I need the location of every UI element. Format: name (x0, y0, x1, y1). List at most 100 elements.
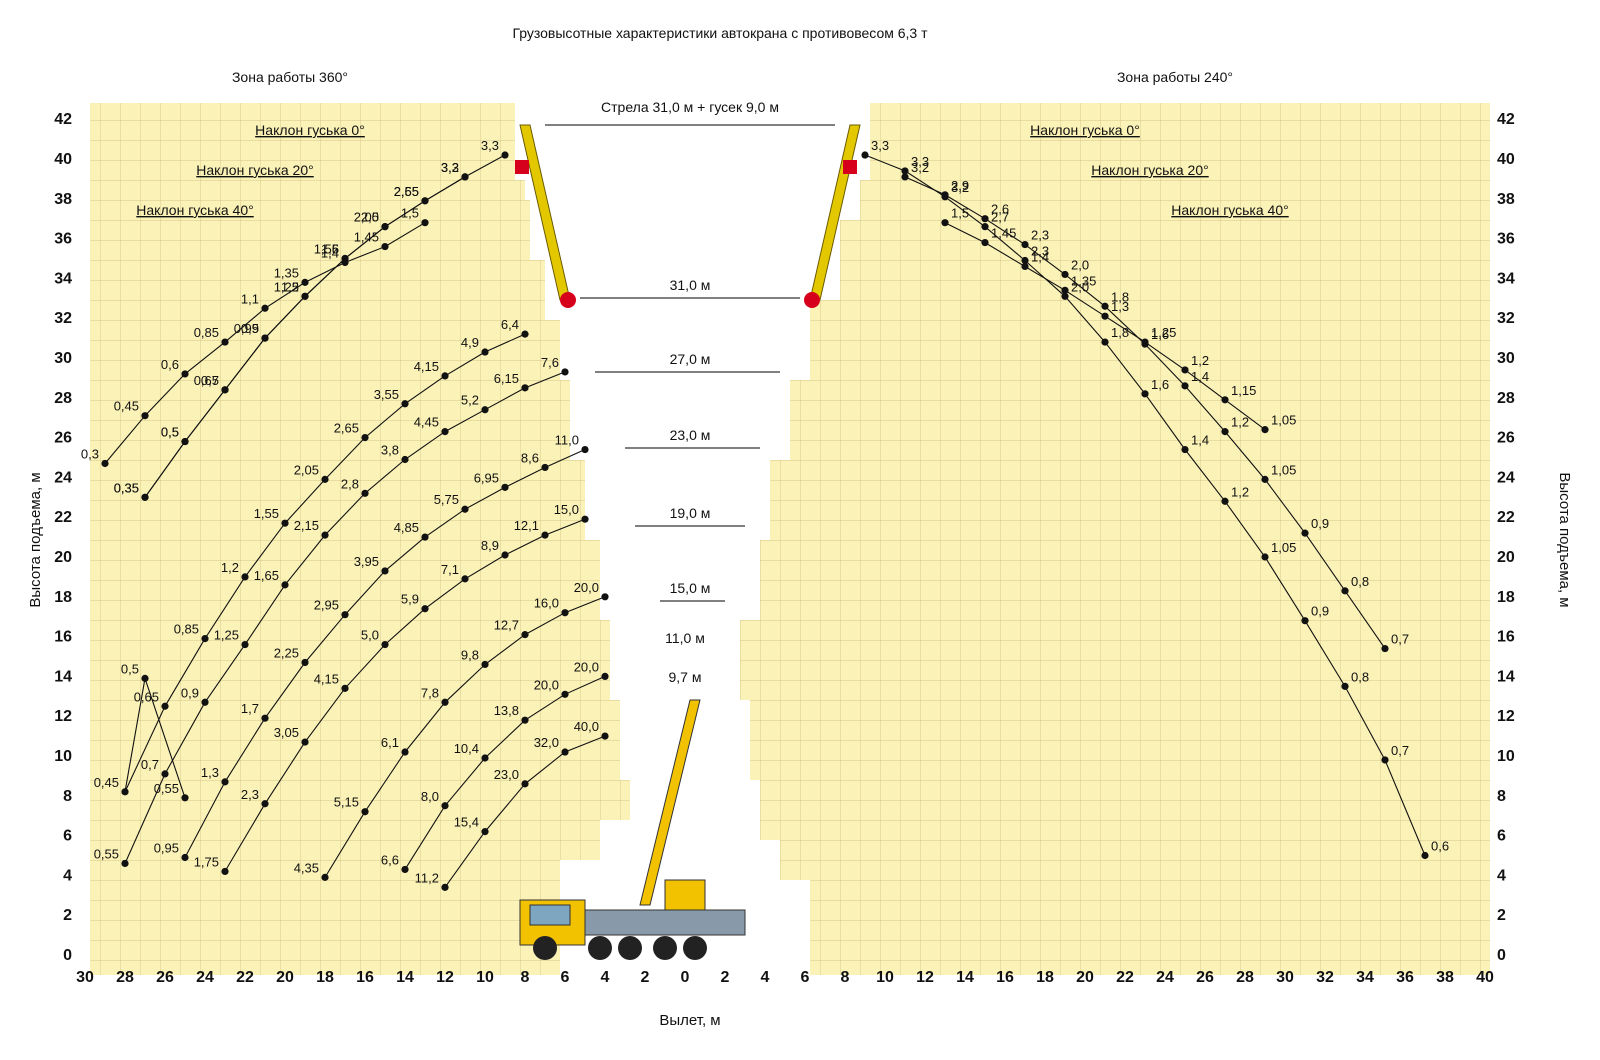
data-point (541, 463, 549, 472)
data-label: 1,35 (274, 265, 299, 280)
left-grid-area (90, 103, 630, 975)
y-tick-left: 36 (54, 231, 72, 248)
crane-truck-illustration (519, 699, 746, 960)
y-tick-right: 38 (1497, 191, 1515, 208)
data-point (261, 800, 269, 808)
data-label: 1,4 (1191, 433, 1209, 448)
data-point (1141, 338, 1149, 346)
data-label: 4,35 (294, 860, 319, 875)
y-tick-left: 2 (63, 907, 72, 924)
data-label: 3,2 (911, 160, 929, 175)
data-point (301, 292, 309, 300)
y-tick-left: 30 (54, 350, 72, 367)
data-point (401, 455, 409, 464)
data-label: 40,0 (574, 719, 599, 734)
data-label: 1,25 (214, 628, 239, 643)
data-label: 1,4 (1031, 249, 1049, 264)
data-point (281, 581, 289, 589)
data-label: 0,7 (1391, 743, 1409, 758)
y-axis-label-left: Высота подъема, м (27, 472, 44, 607)
data-point (181, 437, 189, 446)
y-tick-right: 14 (1497, 668, 1515, 685)
data-label: 3,3 (911, 154, 929, 169)
data-label: 1,15 (1231, 383, 1256, 398)
y-tick-left: 10 (54, 748, 72, 765)
data-label: 8,0 (421, 789, 439, 804)
data-label: 6,4 (501, 317, 519, 332)
data-label: 3,55 (374, 387, 399, 402)
data-point (421, 219, 429, 227)
data-label: 3,3 (481, 138, 499, 153)
tilt-label-40-right: Наклон гуська 40° (1171, 202, 1288, 218)
data-label: 2,3 (241, 787, 259, 802)
y-tick-right: 36 (1497, 231, 1515, 248)
data-label: 1,4 (321, 245, 339, 260)
data-label: 1,5 (401, 206, 419, 221)
data-label: 5,15 (334, 795, 359, 810)
data-point (301, 278, 309, 286)
data-point (201, 698, 209, 706)
x-tick-left: 30 (76, 969, 94, 986)
data-point (181, 370, 189, 378)
boom-label-jib: Стрела 31,0 м + гусек 9,0 м (601, 99, 779, 115)
data-point (561, 609, 569, 617)
data-label: 2,3 (1031, 243, 1049, 258)
data-label: 20,0 (574, 580, 599, 595)
y-tick-left: 8 (63, 788, 72, 805)
data-label: 1,75 (194, 854, 219, 869)
x-tick-right: 18 (1036, 969, 1054, 986)
zone-right-label: Зона работы 240° (1117, 69, 1233, 85)
x-tick-right: 14 (956, 969, 974, 986)
data-point (941, 191, 949, 199)
x-tick-right: 32 (1316, 969, 1334, 986)
data-label: 0,55 (94, 846, 119, 861)
data-point (981, 215, 989, 223)
data-point (1101, 312, 1109, 320)
data-point (901, 173, 909, 181)
data-label: 2,55 (394, 184, 419, 199)
data-point (441, 698, 449, 706)
data-point (401, 865, 409, 874)
y-tick-right: 0 (1497, 947, 1506, 964)
data-label: 2,15 (294, 518, 319, 533)
x-tick-right: 8 (841, 969, 850, 986)
data-label: 0,35 (114, 480, 139, 495)
y-tick-right: 10 (1497, 748, 1515, 765)
data-label: 7,1 (441, 562, 459, 577)
y-tick-left: 34 (54, 270, 72, 287)
data-label: 2,7 (991, 210, 1009, 225)
data-label: 1,4 (1191, 369, 1209, 384)
jib-left-illustration (515, 124, 576, 308)
data-point (181, 794, 189, 802)
data-label: 1,2 (1231, 415, 1249, 430)
data-label: 0,35 (114, 480, 139, 495)
data-label: 1,7 (241, 701, 259, 716)
data-point (1261, 475, 1269, 483)
y-tick-right: 24 (1497, 469, 1515, 486)
data-label: 1,6 (321, 242, 339, 257)
data-label: 1,55 (254, 506, 279, 521)
y-tick-left: 0 (63, 947, 72, 964)
x-tick-left: 18 (316, 969, 334, 986)
data-point (361, 489, 369, 497)
data-label: 2,05 (354, 210, 379, 225)
x-tick-right: 6 (801, 969, 810, 986)
x-tick-left: 6 (561, 969, 570, 986)
data-point (981, 238, 989, 247)
data-point (261, 714, 269, 722)
x-tick-left: 2 (641, 969, 650, 986)
y-tick-left: 32 (54, 310, 72, 327)
data-label: 0,7 (1391, 632, 1409, 647)
x-axis-label: Вылет, м (659, 1012, 720, 1029)
y-tick-left: 22 (54, 509, 72, 526)
data-point (281, 519, 289, 527)
x-tick-left: 0 (681, 969, 690, 986)
data-point (221, 338, 229, 346)
data-point (341, 611, 349, 619)
data-point (181, 853, 189, 862)
data-point (1021, 262, 1029, 271)
data-label: 16,0 (534, 596, 559, 611)
data-point (321, 873, 329, 881)
x-tick-right: 22 (1116, 969, 1134, 986)
data-label: 1,55 (314, 242, 339, 257)
